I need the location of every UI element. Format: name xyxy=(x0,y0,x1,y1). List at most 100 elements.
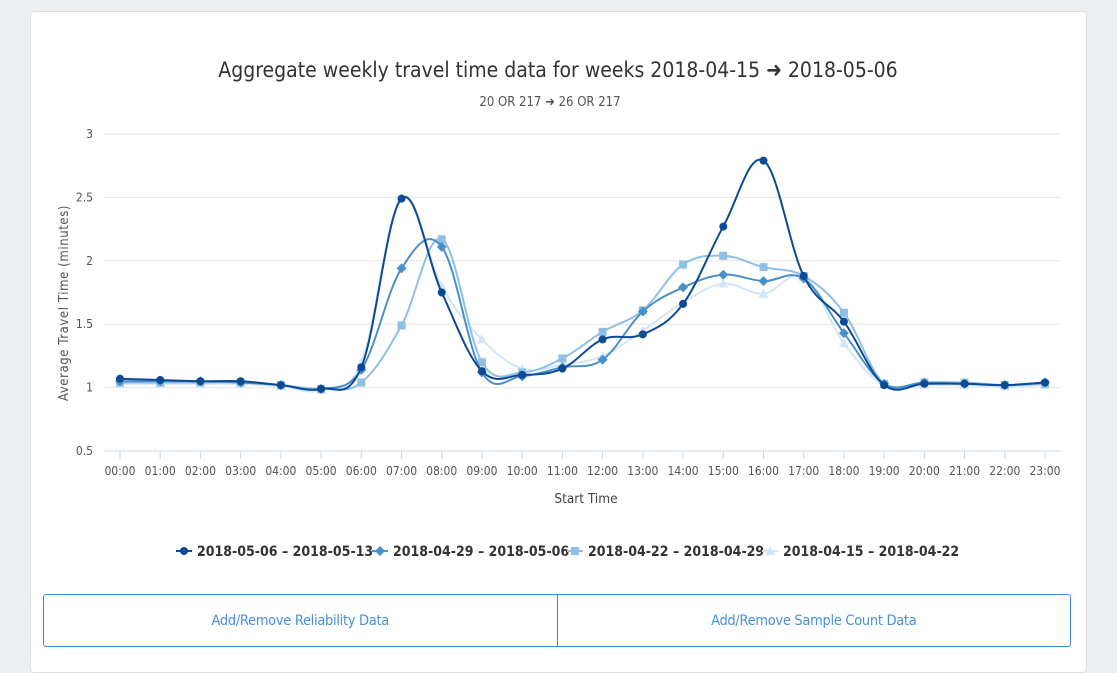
grid xyxy=(104,133,1061,452)
data-point xyxy=(116,374,124,383)
series-line xyxy=(120,238,1046,391)
x-tick-label: 15:00 xyxy=(708,464,739,478)
x-tick-label: 04:00 xyxy=(265,464,296,478)
data-point xyxy=(597,354,608,365)
data-point xyxy=(759,263,768,272)
x-tick-label: 21:00 xyxy=(949,464,980,478)
data-point xyxy=(637,306,648,317)
data-point xyxy=(638,330,647,339)
data-point xyxy=(436,241,447,252)
data-point xyxy=(838,328,849,339)
legend-label: 2018-04-15 – 2018-04-22 xyxy=(783,544,959,560)
data-point xyxy=(759,156,768,165)
data-point xyxy=(960,379,969,388)
series xyxy=(115,238,1050,394)
data-point xyxy=(839,308,848,317)
x-tick-label: 02:00 xyxy=(185,464,216,478)
data-point xyxy=(558,364,567,373)
x-tick-label: 07:00 xyxy=(386,464,417,478)
x-tick-label: 18:00 xyxy=(828,464,859,478)
travel-time-chart: 0.5 1 1.5 2 2.5 3 00:00 01:00 02:00 03:00 04:00 05… xyxy=(57,58,1061,560)
series-line xyxy=(120,194,1046,393)
legend-marker xyxy=(180,547,188,555)
x-tick-label: 14:00 xyxy=(667,464,698,478)
data-point xyxy=(718,269,729,280)
legend-label: 2018-04-22 – 2018-04-29 xyxy=(588,544,764,560)
data-point xyxy=(880,381,889,390)
y-tick-label: 2.5 xyxy=(76,190,93,204)
data-point xyxy=(1041,378,1049,387)
data-point xyxy=(236,377,245,386)
data-point xyxy=(437,288,446,297)
x-tick-label: 01:00 xyxy=(145,464,176,478)
data-point xyxy=(156,375,165,384)
x-tick-label: 16:00 xyxy=(748,464,779,478)
series-line xyxy=(119,158,1046,391)
y-axis: 0.5 1 1.5 2 2.5 3 xyxy=(76,127,93,458)
sample-count-data-button[interactable]: Add/Remove Sample Count Data xyxy=(556,595,1071,646)
x-tick-label: 09:00 xyxy=(466,464,497,478)
data-point xyxy=(758,276,769,287)
data-point xyxy=(437,235,446,244)
y-tick-label: 1.5 xyxy=(76,317,93,331)
y-tick-label: 0.5 xyxy=(76,444,93,458)
x-tick-label: 13:00 xyxy=(627,464,658,478)
series-line xyxy=(120,238,1046,391)
data-point xyxy=(718,278,729,288)
series xyxy=(116,156,1049,393)
x-tick-label: 10:00 xyxy=(507,464,538,478)
x-tick-label: 00:00 xyxy=(104,464,135,478)
x-axis: 00:00 01:00 02:00 03:00 04:00 05:00 06:00 07:00… xyxy=(104,450,1061,478)
x-tick-label: 17:00 xyxy=(788,464,819,478)
data-point xyxy=(598,327,607,336)
y-tick-label: 2 xyxy=(86,254,93,268)
data-point xyxy=(1000,381,1009,390)
y-tick-label: 1 xyxy=(86,381,93,395)
x-tick-label: 12:00 xyxy=(587,464,618,478)
x-axis-title: Start Time xyxy=(554,491,617,507)
x-tick-label: 19:00 xyxy=(869,464,900,478)
x-tick-label: 20:00 xyxy=(909,464,940,478)
legend-marker xyxy=(571,547,579,555)
data-point xyxy=(397,194,406,203)
legend-marker xyxy=(375,546,385,556)
data-point xyxy=(799,272,808,281)
legend-item: 2018-04-15 – 2018-04-22 xyxy=(762,544,959,560)
legend-item: 2018-04-29 – 2018-05-06 xyxy=(372,544,569,560)
data-point xyxy=(558,354,567,363)
series xyxy=(116,235,1049,393)
x-tick-label: 08:00 xyxy=(426,464,457,478)
x-tick-label: 03:00 xyxy=(225,464,256,478)
data-point xyxy=(276,381,285,390)
chart-subtitle: 20 OR 217 ➜ 26 OR 217 xyxy=(479,95,620,110)
data-point xyxy=(678,282,689,293)
chart-card: 0.5 1 1.5 2 2.5 3 00:00 01:00 02:00 03:00 04:00 05… xyxy=(30,11,1087,673)
data-point xyxy=(598,335,607,344)
data-point xyxy=(758,288,769,298)
data-point xyxy=(719,222,728,231)
y-tick-label: 3 xyxy=(86,127,93,141)
data-point xyxy=(357,378,366,387)
x-tick-label: 11:00 xyxy=(547,464,578,478)
x-tick-label: 22:00 xyxy=(989,464,1020,478)
x-tick-label: 06:00 xyxy=(346,464,377,478)
data-point xyxy=(920,379,929,388)
x-tick-label: 05:00 xyxy=(306,464,337,478)
legend-marker xyxy=(765,546,775,555)
data-point xyxy=(477,358,486,367)
legend-label: 2018-04-29 – 2018-05-06 xyxy=(393,544,569,560)
data-point xyxy=(477,367,486,376)
x-tick-label: 23:00 xyxy=(1029,464,1060,478)
data-point xyxy=(679,260,688,269)
data-point xyxy=(317,384,326,393)
data-point xyxy=(476,334,487,344)
data-point xyxy=(396,263,407,274)
data-point xyxy=(839,317,848,326)
data-point xyxy=(357,363,366,372)
legend-item: 2018-04-22 – 2018-04-29 xyxy=(567,544,764,560)
data-point xyxy=(719,251,728,260)
data-point xyxy=(838,338,849,348)
series-group xyxy=(115,156,1050,395)
reliability-data-button[interactable]: Add/Remove Reliability Data xyxy=(211,612,389,629)
legend: 2018-05-06 – 2018-05-13 2018-04-29 – 2018… xyxy=(176,544,959,560)
